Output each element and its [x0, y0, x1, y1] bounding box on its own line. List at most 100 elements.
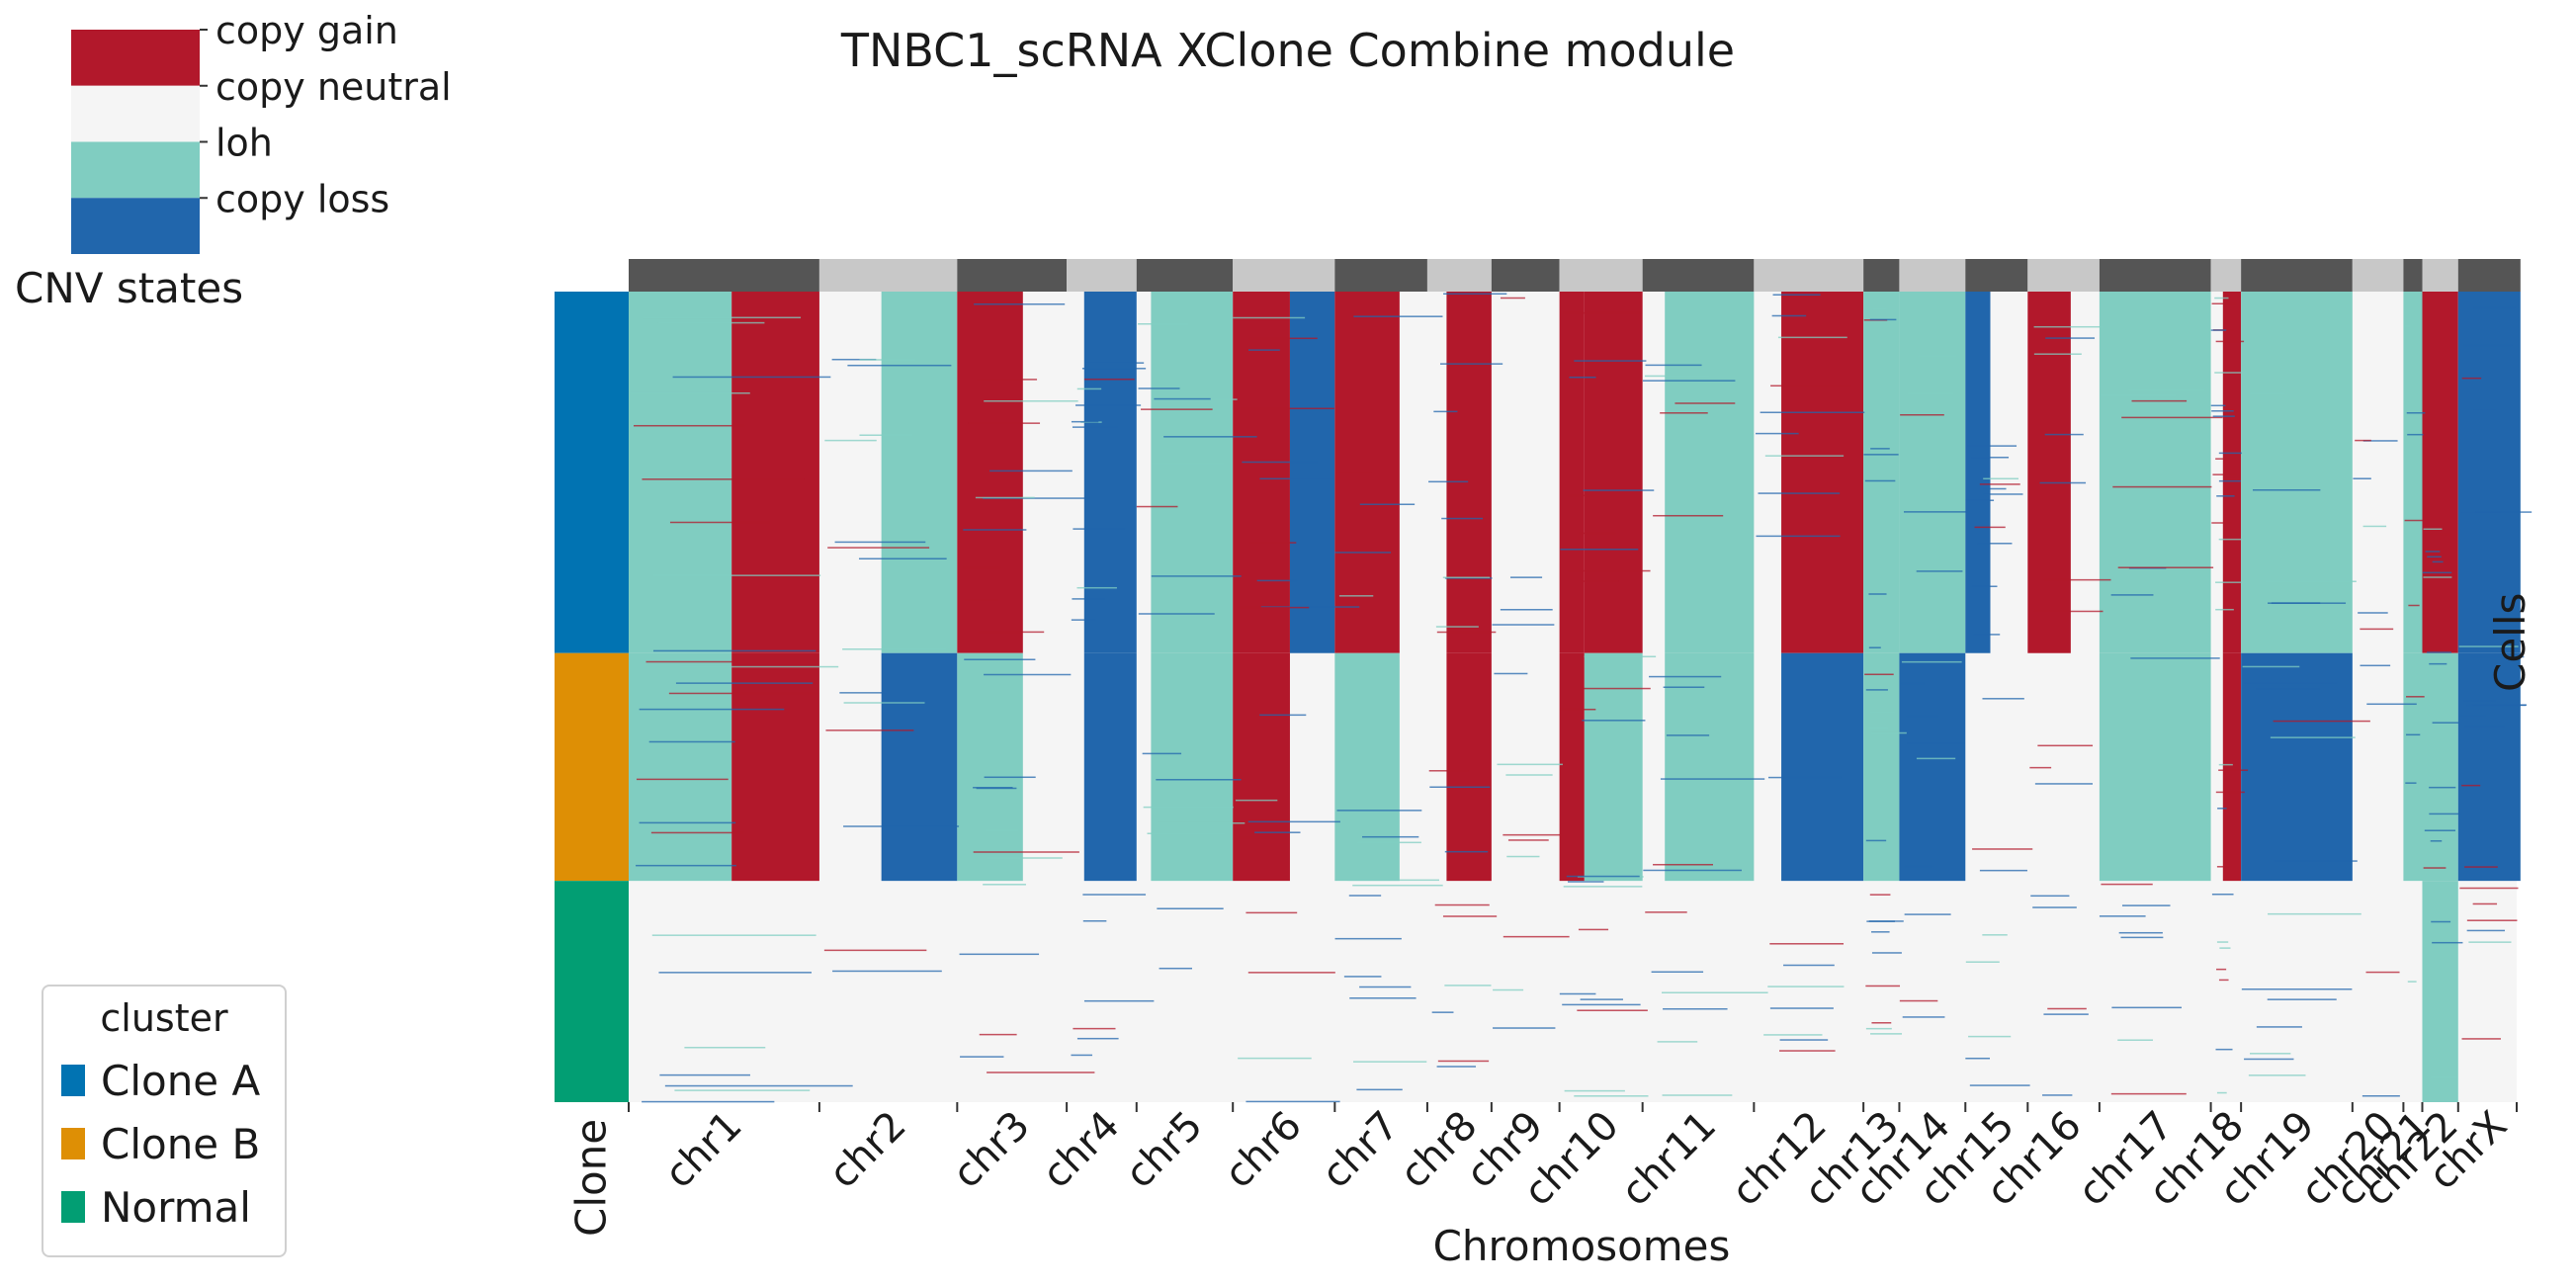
heatmap-cell-line: [1492, 624, 1555, 626]
heatmap-cell-line: [1241, 407, 1334, 410]
heatmap-cell-line: [1643, 869, 1742, 872]
heatmap-cell-line: [2463, 700, 2497, 702]
heatmap-cell-line: [1663, 686, 1705, 688]
heatmap-cell-line: [1982, 934, 2008, 936]
heatmap-cell-line: [1983, 487, 2007, 490]
heatmap-cell-line: [684, 1047, 766, 1049]
heatmap-cell-line: [1348, 895, 1382, 897]
heatmap-cell-line: [2117, 1039, 2153, 1041]
chromosome-bar: [1491, 259, 1560, 292]
heatmap-cell-line: [1563, 886, 1643, 888]
heatmap-cell-line: [1969, 1084, 2030, 1086]
heatmap-cell-line: [1764, 455, 1845, 457]
heatmap-cell-line: [1755, 432, 1799, 435]
chromosome-bar: [629, 259, 819, 292]
heatmap-cell-line: [1864, 479, 1896, 482]
heatmap-block: [1233, 292, 1290, 653]
heatmap-cell-line: [1085, 362, 1145, 364]
heatmap-cell-line: [2256, 1026, 2302, 1028]
heatmap-cell-line: [1359, 986, 1412, 988]
heatmap-cell-line: [2256, 688, 2320, 690]
heatmap-cell-line: [1138, 323, 1189, 325]
heatmap-cell-line: [1560, 708, 1596, 711]
heatmap-cell-line: [1072, 426, 1118, 428]
heatmap-cell-line: [1979, 483, 2020, 485]
heatmap-cell-line: [2425, 551, 2441, 553]
heatmap-cell-line: [1645, 364, 1702, 367]
heatmap-block: [1446, 652, 1492, 882]
heatmap-cell-line: [2406, 733, 2421, 736]
cnv-legend-label: loh: [215, 122, 273, 165]
heatmap-cell-line: [1868, 593, 1887, 595]
heatmap-cell-line: [1494, 672, 1528, 675]
heatmap-cell-line: [1157, 907, 1224, 909]
heatmap-block: [1863, 292, 1900, 653]
heatmap-cell-line: [2032, 906, 2077, 908]
heatmap-cell-line: [1500, 297, 1525, 300]
heatmap-cell-line: [2218, 763, 2233, 766]
cluster-legend: cluster Clone A Clone B Normal: [42, 985, 287, 1257]
heatmap-cell-line: [1564, 1089, 1625, 1092]
heatmap-cell-line: [1865, 1027, 1892, 1030]
heatmap-cell-line: [2214, 297, 2229, 300]
heatmap-cell-line: [2462, 344, 2513, 347]
heatmap-block: [1665, 652, 1755, 882]
cnv-legend-label: copy neutral: [215, 65, 452, 109]
heatmap-cell-line: [1900, 413, 1944, 416]
heatmap-cell-line: [668, 692, 819, 695]
heatmap-cell-line: [974, 302, 1066, 305]
y-axis-label: Cells: [2486, 592, 2534, 692]
heatmap-cell-line: [1904, 913, 1951, 915]
heatmap-cell-line: [2271, 602, 2321, 604]
heatmap-cell-line: [2100, 394, 2177, 396]
clone-annotation-bar: [555, 652, 629, 882]
heatmap-cell-line: [1971, 457, 2010, 459]
chromosome-bar: [818, 259, 958, 292]
heatmap-cell-line: [1660, 412, 1708, 414]
heatmap-cell-line: [1082, 894, 1147, 896]
heatmap-cell-line: [1247, 820, 1340, 823]
x-tick-label: chr3: [944, 1103, 1039, 1198]
heatmap-cell-line: [1071, 619, 1096, 621]
heatmap-cell-line: [2033, 325, 2104, 328]
clone-tick-label: Clone: [567, 1119, 616, 1237]
heatmap-cell-line: [680, 665, 839, 668]
heatmap-cell-line: [847, 364, 952, 367]
heatmap-cell-line: [1157, 821, 1245, 824]
heatmap-cell-line: [1509, 576, 1543, 578]
heatmap-cell-line: [1353, 1061, 1427, 1063]
heatmap-cell-line: [984, 400, 1078, 402]
heatmap-cell-line: [1864, 673, 1894, 676]
heatmap-cell-line: [1584, 655, 1657, 658]
heatmap-cell-line: [642, 1100, 775, 1103]
heatmap-cell-line: [1562, 1003, 1641, 1006]
heatmap-cell-line: [1580, 998, 1623, 1000]
heatmap-cell-line: [1965, 961, 2000, 963]
heatmap-cell-line: [1642, 380, 1736, 382]
heatmap-cell-line: [2473, 306, 2516, 309]
heatmap-cell-line: [824, 439, 877, 442]
heatmap-block: [629, 292, 732, 653]
cnv-legend-title: CNV states: [15, 264, 243, 312]
chromosome-bar: [1559, 259, 1643, 292]
heatmap-cell-line: [2244, 1058, 2294, 1061]
heatmap-cell-line: [1645, 911, 1687, 913]
heatmap-cell-line: [2250, 1053, 2291, 1055]
heatmap-cell-line: [986, 857, 1063, 859]
heatmap-cell-line: [1349, 997, 1417, 999]
heatmap-cell-line: [1343, 976, 1382, 978]
heatmap-cell-line: [1763, 1034, 1823, 1036]
heatmap-cell-line: [859, 434, 913, 436]
heatmap-cell-line: [1657, 1041, 1698, 1043]
heatmap-cell-line: [1357, 841, 1421, 844]
cnv-legend-swatch: [71, 85, 200, 142]
heatmap-cell-line: [2242, 665, 2300, 668]
heatmap-block: [2241, 652, 2353, 882]
heatmap-cell-line: [1901, 682, 1925, 685]
heatmap-cell-line: [1578, 928, 1609, 931]
heatmap-cell-line: [2248, 1074, 2306, 1076]
heatmap-cell-line: [2110, 594, 2154, 596]
heatmap-cell-line: [2472, 902, 2498, 905]
heatmap-cell-line: [2218, 479, 2241, 482]
